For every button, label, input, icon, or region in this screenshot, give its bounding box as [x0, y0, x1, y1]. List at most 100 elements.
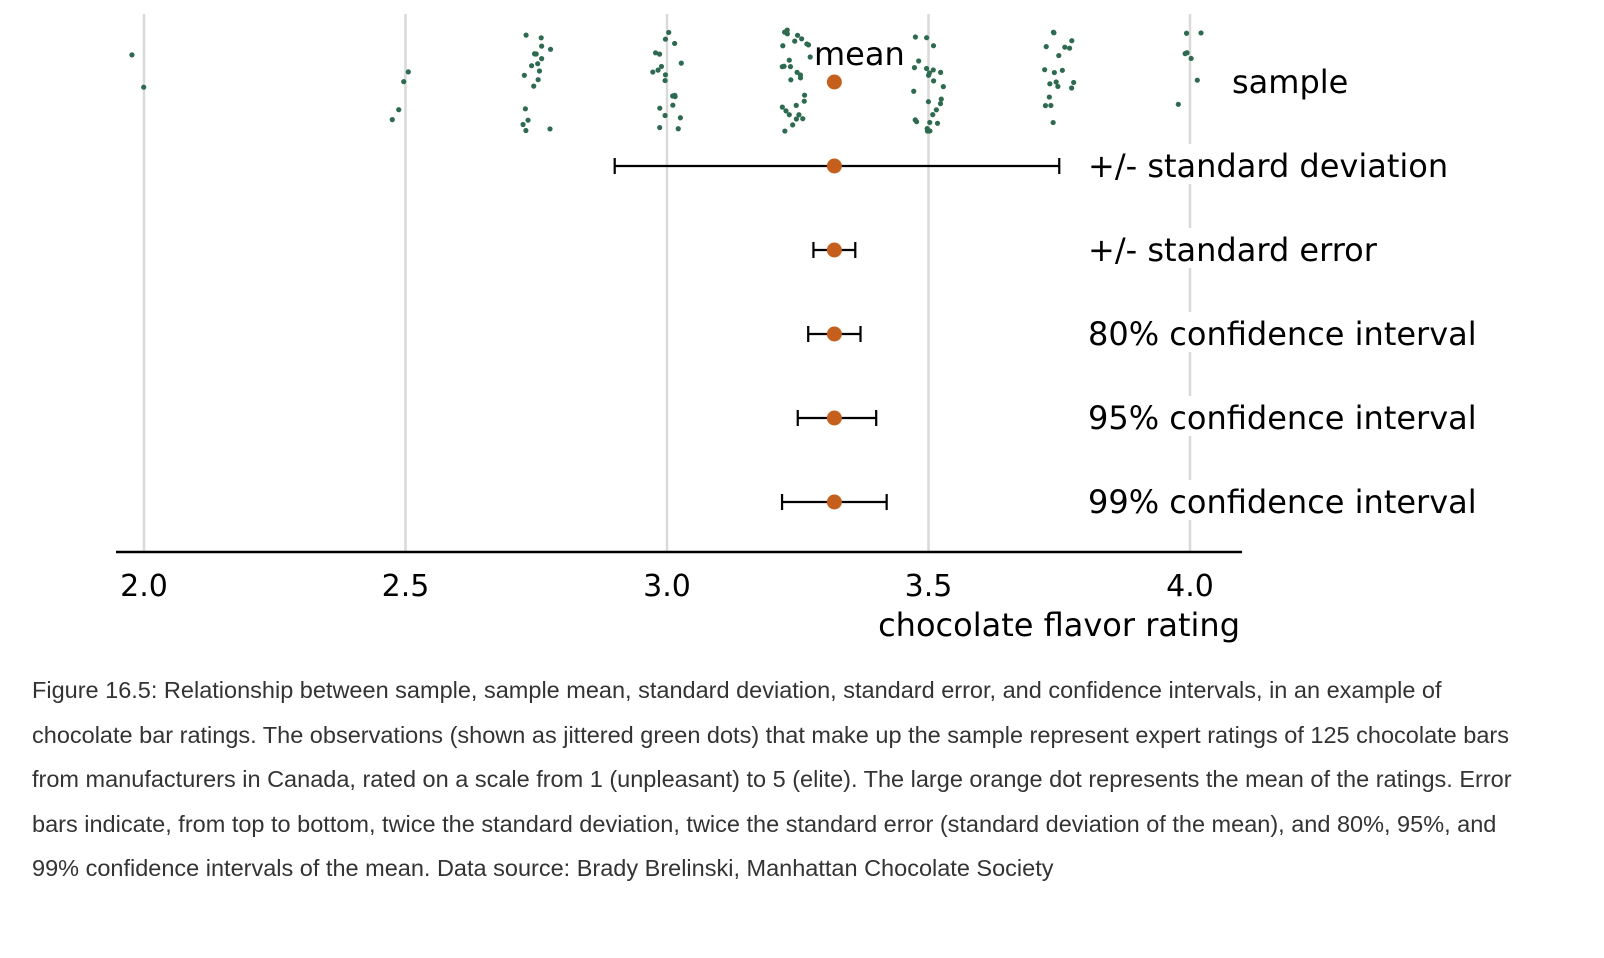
sample-point [658, 63, 665, 70]
sample-point [523, 32, 529, 38]
sample-point [666, 29, 672, 36]
sample-point [1183, 30, 1190, 36]
sample-point [912, 34, 919, 40]
sample-points: mean [129, 27, 1204, 134]
grid-lines [142, 14, 1192, 552]
chart: mean sample +/- standard deviation +/- sta… [116, 14, 1477, 644]
interval-label-2: 80% confidence interval [1088, 315, 1477, 353]
interval-mean-point-1 [826, 242, 842, 258]
sample-point [1069, 38, 1075, 44]
x-tick-label-0: 2.0 [120, 569, 168, 604]
figure-caption: Figure 16.5: Relationship between sample… [32, 677, 1512, 881]
sample-point [1048, 102, 1054, 109]
error-bars [613, 158, 1061, 510]
sample-point [934, 120, 941, 126]
sample-point [129, 52, 135, 58]
sample-label: sample [1232, 63, 1348, 101]
sample-point [1047, 81, 1053, 87]
sample-point [1051, 69, 1057, 76]
sample-point [539, 43, 545, 49]
sample-point [650, 69, 656, 75]
sample-point [1051, 30, 1057, 36]
sample-point [924, 128, 931, 134]
sample-point [930, 112, 936, 118]
sample-point [794, 32, 801, 38]
sample-point [790, 122, 796, 128]
sample-point [940, 84, 946, 90]
x-tick-label-1: 2.5 [382, 569, 430, 604]
sample-point [662, 77, 668, 84]
sample-point [911, 65, 918, 71]
sample-point [792, 38, 798, 44]
sample-point [141, 84, 147, 90]
sample-point [804, 41, 810, 47]
sample-point [531, 83, 537, 89]
sample-point [916, 58, 922, 64]
sample-point [793, 102, 799, 108]
sample-point [405, 69, 411, 75]
sample-point [930, 43, 937, 49]
sample-point [1182, 51, 1188, 57]
sample-point [1071, 79, 1077, 86]
sample-point [396, 107, 402, 113]
sample-point [807, 54, 813, 60]
sample-point [924, 65, 930, 72]
sample-point [1188, 55, 1194, 62]
label-mask-0 [1082, 144, 1462, 184]
sample-point [1046, 94, 1052, 100]
label-mask-3 [1082, 396, 1462, 436]
sample-point [401, 79, 407, 85]
sample-point [1053, 79, 1059, 85]
sample-point [655, 67, 661, 73]
sample-point [787, 64, 794, 70]
sample-point [1067, 45, 1073, 51]
sample-point [535, 77, 541, 83]
interval-label-1: +/- standard error [1088, 231, 1378, 269]
sample-point [911, 88, 917, 94]
interval-mean-point-3 [826, 410, 842, 426]
sample-point [801, 92, 808, 98]
sample-point [662, 112, 668, 119]
sample-point [523, 127, 529, 134]
sample-point [1055, 83, 1061, 90]
sample-point [937, 101, 944, 107]
sample-point [799, 36, 805, 42]
interval-mean-point-2 [826, 326, 842, 342]
sample-point [1175, 101, 1181, 107]
sample-point [913, 119, 920, 125]
sample-point [938, 96, 944, 102]
x-axis-label: chocolate flavor rating [878, 606, 1240, 644]
sample-point [536, 68, 543, 74]
x-tick-label-2: 3.0 [643, 569, 691, 604]
sample-point [521, 72, 527, 78]
label-mask-2 [1082, 312, 1462, 352]
sample-point [532, 51, 538, 57]
sample-point [389, 117, 395, 123]
sample-point [672, 40, 678, 47]
sample-point [528, 63, 535, 69]
sample-point [1050, 119, 1056, 126]
sample-point [780, 43, 786, 49]
sample-point [652, 50, 659, 56]
interval-mean-point-4 [826, 494, 842, 510]
sample-point [675, 126, 681, 132]
sample-point [662, 36, 669, 42]
sample-point [1042, 67, 1048, 73]
sample-point [782, 128, 788, 134]
sample-point [670, 102, 676, 108]
interval-label-0: +/- standard deviation [1088, 147, 1448, 185]
sample-point [784, 27, 790, 33]
sample-point [793, 116, 799, 122]
sample-point [938, 69, 944, 75]
sample-point [781, 63, 787, 69]
x-tick-labels: 2.0 2.5 3.0 3.5 4.0 [120, 569, 1214, 604]
sample-point [925, 72, 932, 78]
sample-point [1194, 77, 1200, 83]
sample-point [1056, 52, 1062, 59]
interval-mean-point-0 [826, 158, 842, 174]
sample-point [522, 106, 528, 112]
sample-point [672, 92, 678, 98]
x-tick-label-3: 3.5 [905, 569, 953, 604]
sample-point [1069, 85, 1075, 91]
sample-point [547, 46, 554, 52]
